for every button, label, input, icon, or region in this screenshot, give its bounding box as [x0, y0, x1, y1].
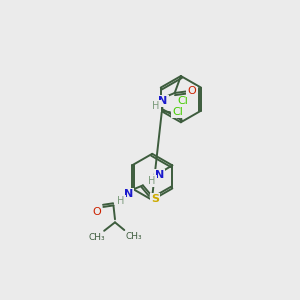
Text: CH₃: CH₃ [125, 232, 142, 241]
Text: H: H [148, 176, 156, 186]
Text: CH₃: CH₃ [88, 233, 105, 242]
Text: N: N [124, 189, 134, 199]
Text: H: H [152, 101, 160, 111]
Text: Cl: Cl [172, 107, 183, 117]
Text: H: H [118, 196, 125, 206]
Text: N: N [158, 96, 168, 106]
Text: Cl: Cl [177, 96, 188, 106]
Text: O: O [92, 207, 101, 217]
Text: O: O [187, 86, 196, 96]
Text: N: N [155, 169, 165, 180]
Text: S: S [151, 194, 159, 204]
